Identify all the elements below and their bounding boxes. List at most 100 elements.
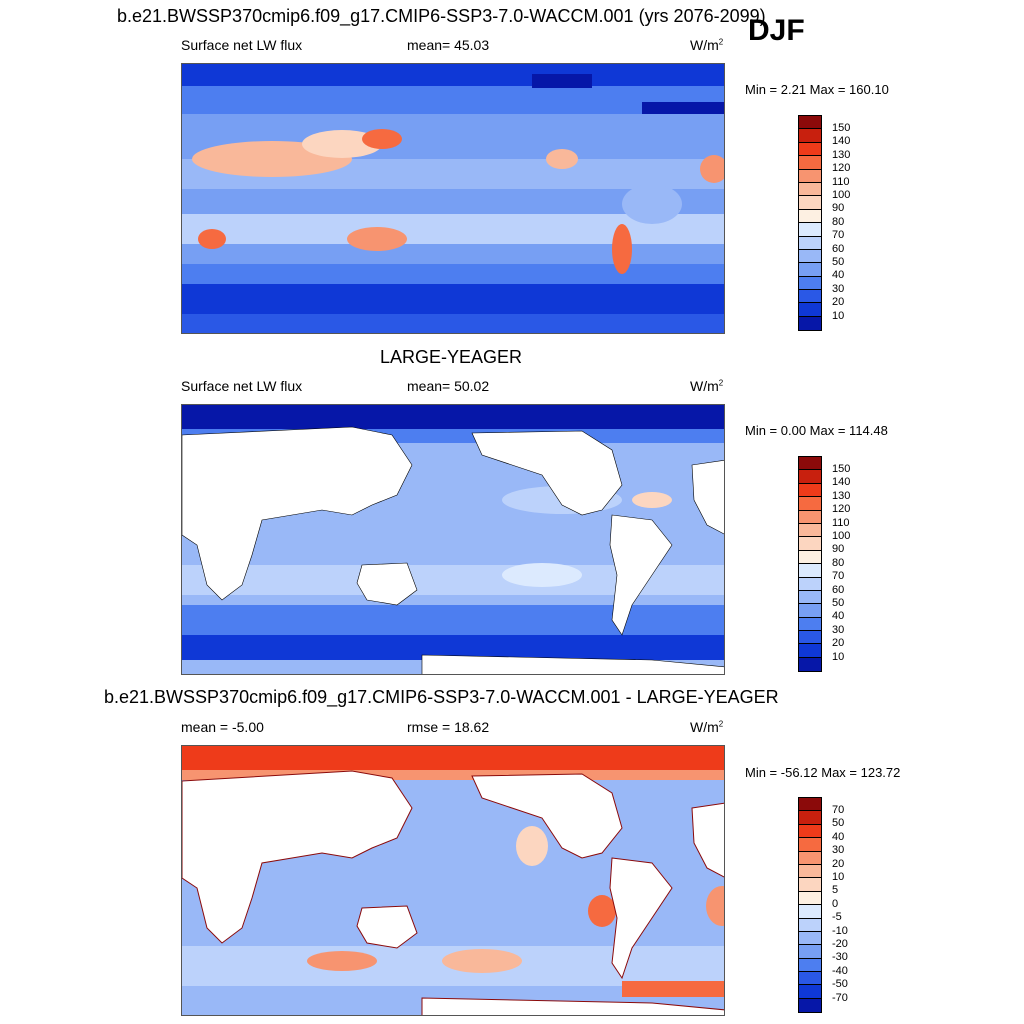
panel1-colorbar-tick: 130 [832, 148, 851, 161]
panel3-colorbar-tick: -5 [832, 911, 842, 924]
panel3-colorbar-swatch [799, 811, 821, 825]
panel1-colorbar-swatch [799, 129, 821, 143]
panel2-colorbar-swatch [799, 604, 821, 618]
panel1-colorbar-swatch [799, 249, 821, 264]
panel3-colorbar-swatch [799, 851, 821, 865]
panel1-colorbar-tick: 90 [832, 202, 845, 215]
panel1-colorbar-tick: 20 [832, 296, 845, 309]
panel2-colorbar-swatch [799, 510, 821, 524]
panel2-colorbar-tick: 40 [832, 610, 845, 623]
panel3-colorbar-swatch [799, 945, 821, 959]
panel1-colorbar-swatch [799, 303, 821, 317]
panel3-colorbar-swatch [799, 838, 821, 852]
panel2-minmax: Min = 0.00 Max = 114.48 [745, 423, 888, 438]
panel1-colorbar-swatch [799, 156, 821, 170]
panel2-colorbar-swatch [799, 644, 821, 658]
panel1-colorbar [798, 115, 822, 332]
panel2-colorbar-tick: 120 [832, 503, 851, 516]
panel3-colorbar-tick: -40 [832, 964, 848, 977]
panel2-colorbar-tick: 50 [832, 597, 845, 609]
panel3-colorbar-tick: 70 [832, 804, 845, 816]
panel1-mean-label: mean= 45.03 [407, 37, 490, 53]
panel2-colorbar-tick: 100 [832, 530, 851, 542]
panel1-colorbar-tick: 150 [832, 122, 851, 134]
panel2-mean-label: mean= 50.02 [407, 378, 490, 394]
panel1-colorbar-swatch [799, 236, 821, 250]
panel3-colorbar-tick: 10 [832, 871, 845, 883]
panel3-colorbar-tick: 20 [832, 857, 845, 870]
panel3-colorbar-tick: 5 [832, 884, 839, 897]
panel2-colorbar-swatch [799, 564, 821, 578]
panel1-colorbar-swatch [799, 182, 821, 197]
panel1-colorbar-tick: 40 [832, 269, 845, 282]
panel2-colorbar-tick: 90 [832, 543, 845, 556]
panel2-colorbar-swatch [799, 617, 821, 632]
panel3-colorbar-tick: -50 [832, 978, 848, 991]
panel1-colorbar-swatch [799, 169, 821, 183]
panel3-rmse-label: rmse = 18.62 [407, 719, 490, 735]
panel1-variable-label: Surface net LW flux [181, 37, 303, 53]
panel2-colorbar-tick: 70 [832, 570, 845, 583]
panel1-colorbar-swatch [799, 223, 821, 237]
panel3-colorbar-swatch [799, 878, 821, 892]
panel1-colorbar-swatch [799, 263, 821, 277]
panel3-colorbar-tick: 40 [832, 830, 845, 843]
panel1-title: b.e21.BWSSP370cmip6.f09_g17.CMIP6-SSP3-7… [117, 6, 766, 26]
panel3-colorbar-tick: -30 [832, 951, 848, 964]
panel2-colorbar-swatch [799, 577, 821, 591]
panel2-map [181, 404, 725, 675]
panel3-colorbar-tick: -20 [832, 938, 848, 950]
panel1-colorbar-tick: 120 [832, 162, 851, 175]
panel3-colorbar-tick: -10 [832, 924, 848, 937]
panel1-map [181, 63, 725, 334]
panel3-colorbar-tick: 30 [832, 844, 845, 857]
panel2-colorbar-swatch [799, 457, 821, 471]
panel2-variable-label: Surface net LW flux [181, 378, 303, 394]
panel2-colorbar-tick: 60 [832, 583, 845, 596]
panel2-colorbar-swatch [799, 657, 821, 672]
panel1-colorbar-swatch [799, 142, 821, 157]
panel1-colorbar-tick: 60 [832, 242, 845, 255]
panel3-colorbar [798, 797, 822, 1014]
panel2-colorbar-tick: 80 [832, 556, 845, 569]
panel1-colorbar-tick: 80 [832, 215, 845, 228]
panel1-colorbar-tick: 110 [832, 175, 850, 188]
panel1-colorbar-tick: 70 [832, 229, 845, 242]
panel2-colorbar-tick: 150 [832, 463, 851, 475]
panel1-minmax: Min = 2.21 Max = 160.10 [745, 82, 889, 97]
panel1-colorbar-swatch [799, 196, 821, 210]
panel3-colorbar-swatch [799, 918, 821, 932]
panel1-colorbar-swatch [799, 316, 821, 331]
panel2-colorbar-tick: 30 [832, 623, 845, 636]
panel3-map [181, 745, 725, 1016]
panel2-colorbar-swatch [799, 523, 821, 538]
panel3-colorbar-swatch [799, 798, 821, 812]
panel3-colorbar-swatch [799, 998, 821, 1013]
panel2-units: W/m2 [690, 378, 724, 394]
panel2-colorbar-swatch [799, 590, 821, 605]
panel2-colorbar-tick: 140 [832, 476, 851, 489]
panel2-title: LARGE-YEAGER [380, 347, 523, 367]
panel2-colorbar [798, 456, 822, 673]
panel2-colorbar-swatch [799, 497, 821, 511]
panel1-colorbar-swatch [799, 116, 821, 130]
panel3-units: W/m2 [690, 719, 724, 735]
panel1-colorbar-tick: 140 [832, 135, 851, 148]
panel1-colorbar-swatch [799, 290, 821, 304]
panel3-title: b.e21.BWSSP370cmip6.f09_g17.CMIP6-SSP3-7… [104, 687, 779, 707]
panel3-colorbar-swatch [799, 931, 821, 946]
panel2-colorbar-tick: 10 [832, 650, 845, 663]
panel2-colorbar-swatch [799, 550, 821, 565]
panel3-colorbar-swatch [799, 985, 821, 999]
panel1-colorbar-swatch [799, 276, 821, 291]
panel3-minmax: Min = -56.12 Max = 123.72 [745, 765, 901, 780]
panel1-colorbar-tick: 10 [832, 309, 845, 322]
panel2-colorbar-tick: 20 [832, 637, 845, 650]
panel2-colorbar-swatch [799, 470, 821, 484]
panel3-colorbar-swatch [799, 864, 821, 879]
panel1-colorbar-tick: 30 [832, 282, 845, 295]
panel2-colorbar-swatch [799, 631, 821, 645]
panel3-colorbar-swatch [799, 824, 821, 839]
panel2-colorbar-swatch [799, 537, 821, 551]
panel3-mean-label: mean = -5.00 [181, 719, 264, 735]
